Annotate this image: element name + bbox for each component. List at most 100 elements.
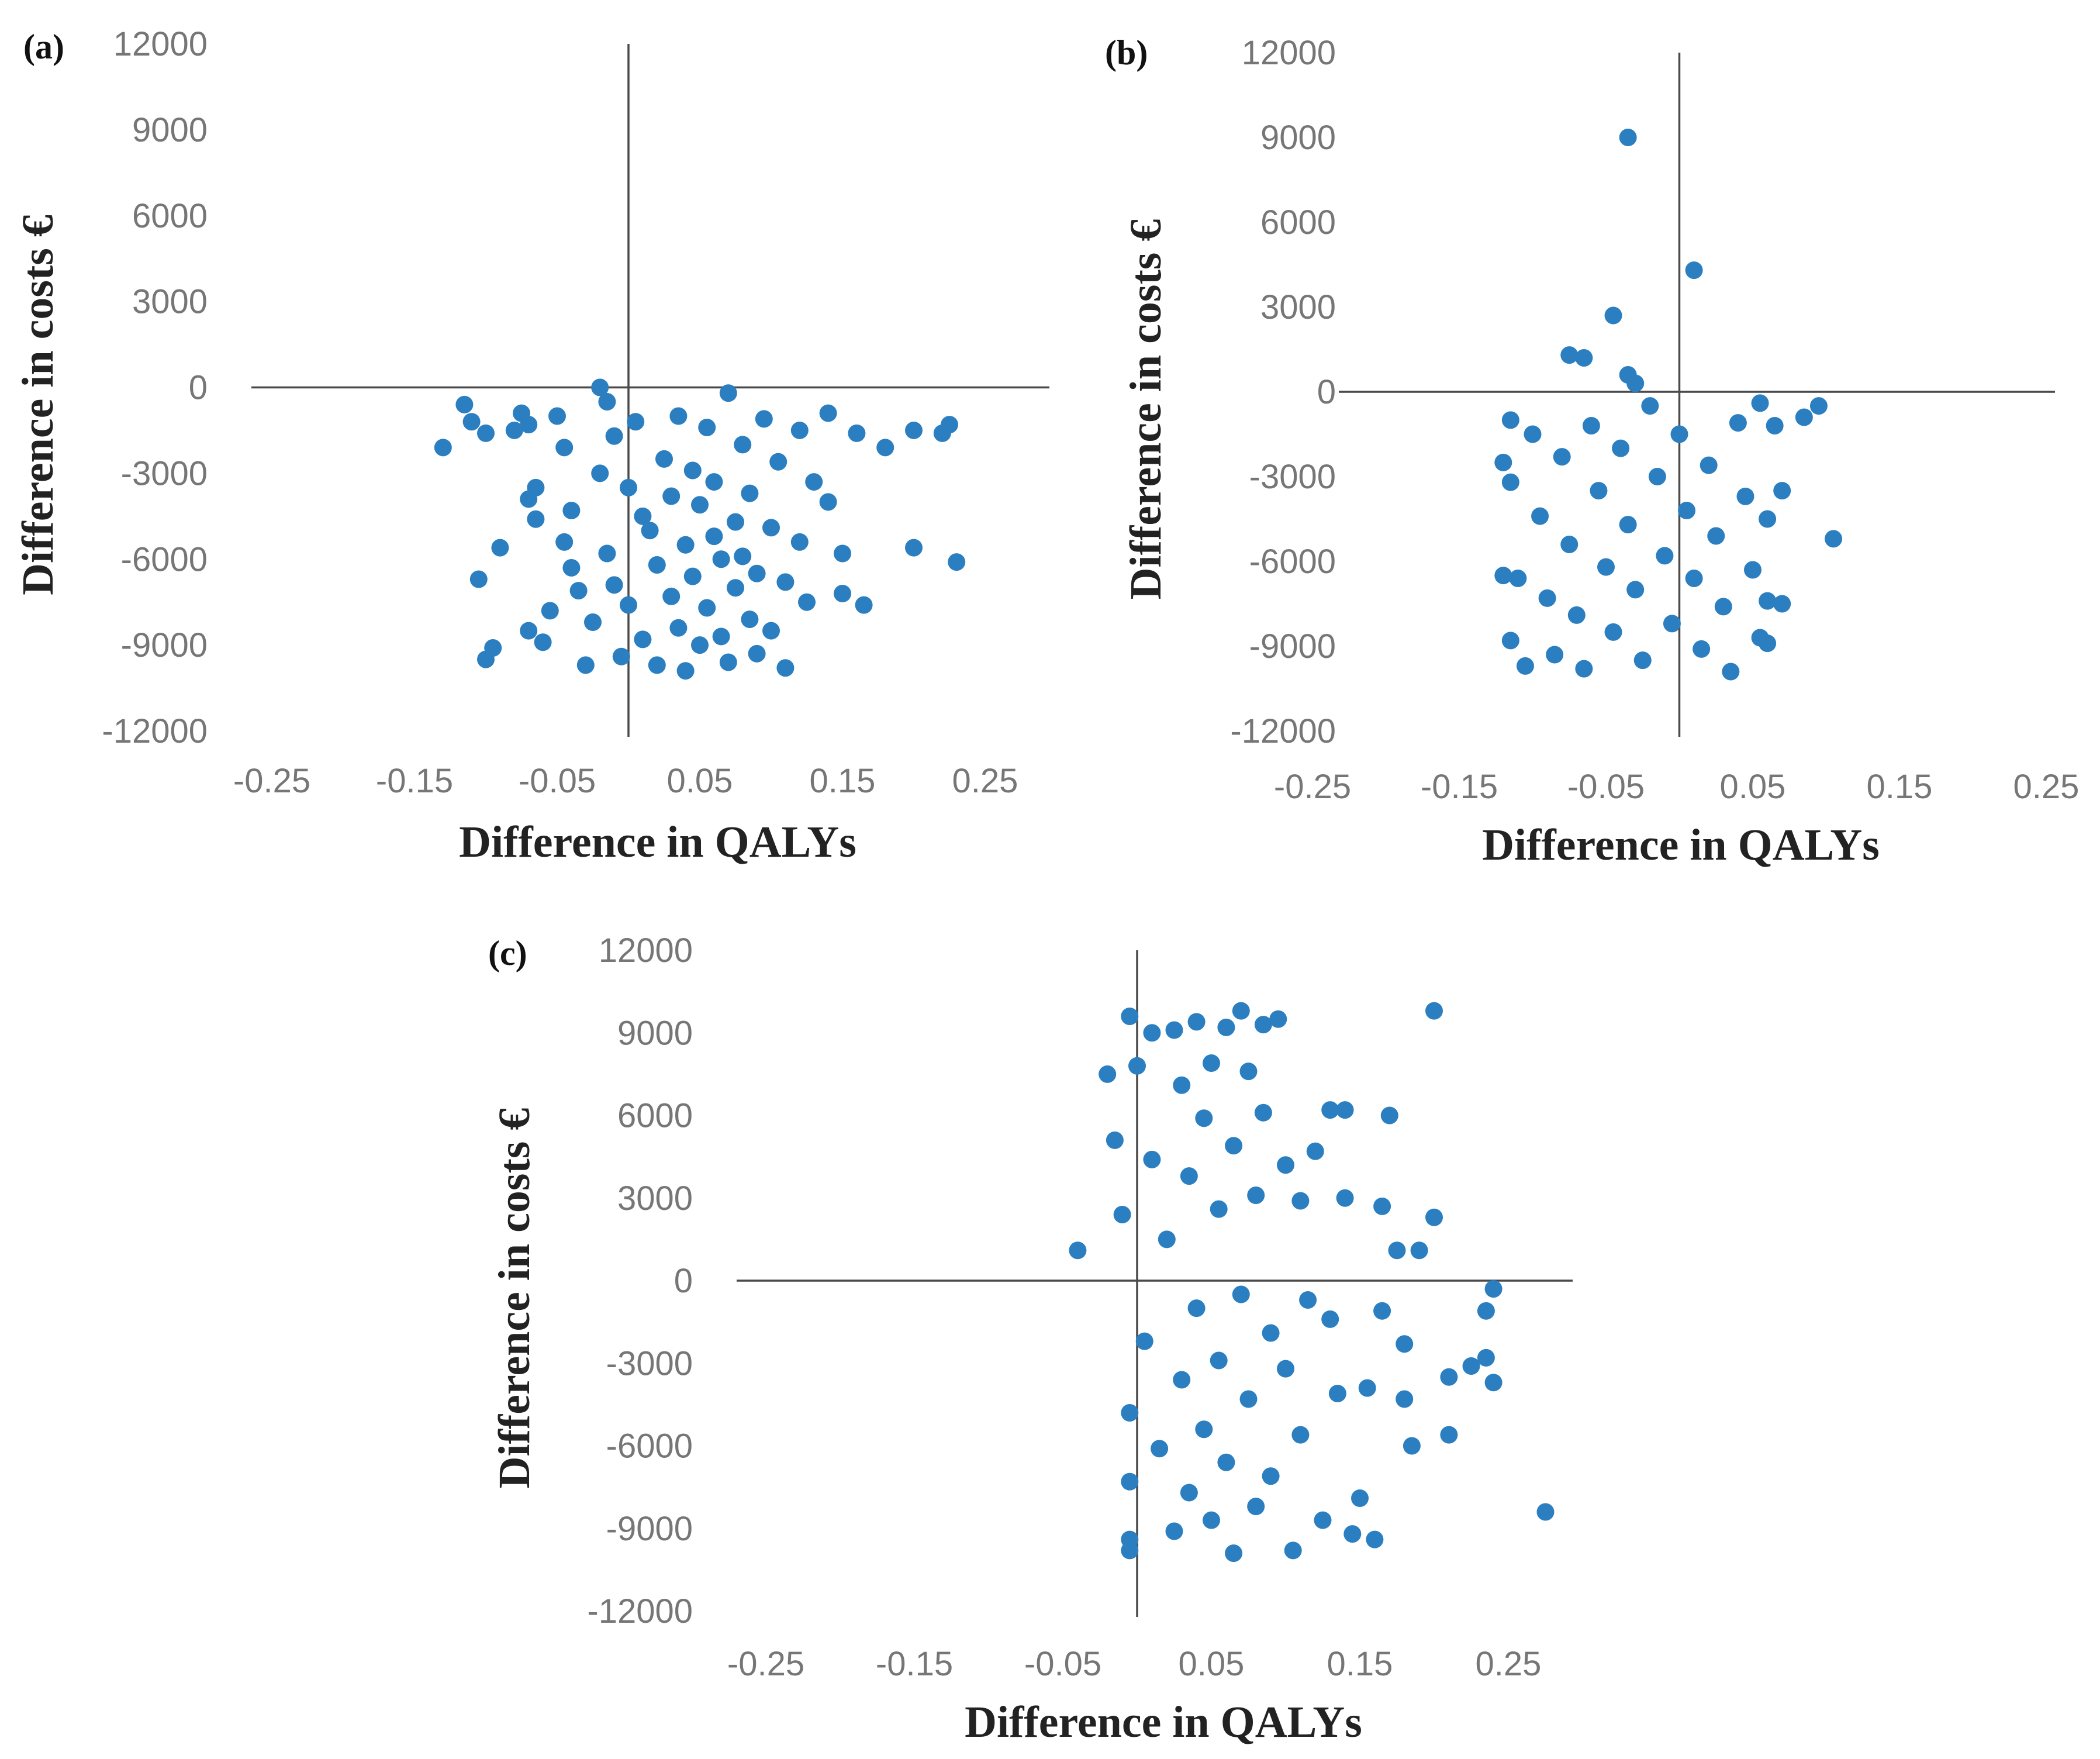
scatter-point xyxy=(1373,1302,1391,1320)
scatter-point xyxy=(1099,1065,1117,1083)
scatter-point xyxy=(669,407,688,425)
x-tick-label: -0.05 xyxy=(1024,1645,1101,1683)
scatter-point xyxy=(1663,615,1681,633)
scatter-point xyxy=(534,633,552,651)
scatter-point xyxy=(1670,425,1688,443)
x-tick-label: -0.05 xyxy=(1567,768,1645,806)
scatter-point xyxy=(1773,595,1791,613)
x-tick-label: -0.25 xyxy=(233,762,310,800)
scatter-point xyxy=(1477,1302,1495,1320)
x-tick-label: 0.25 xyxy=(952,762,1018,800)
y-tick-label: -9000 xyxy=(121,626,208,664)
scatter-point xyxy=(641,522,659,540)
scatter-point xyxy=(1524,425,1542,443)
scatter-point xyxy=(1336,1101,1354,1119)
scatter-point xyxy=(855,596,873,614)
scatter-point xyxy=(1751,394,1769,412)
scatter-point xyxy=(705,473,723,491)
scatter-point xyxy=(1314,1511,1332,1529)
scatter-point xyxy=(1744,561,1761,579)
scatter-point xyxy=(1121,1472,1139,1491)
scatter-point xyxy=(477,424,495,442)
y-tick-label: 12000 xyxy=(113,25,208,63)
scatter-point xyxy=(748,564,766,582)
scatter-point xyxy=(1501,632,1519,650)
y-tick-label: 0 xyxy=(189,369,208,407)
scatter-point xyxy=(462,413,481,431)
scatter-point xyxy=(790,421,809,439)
scatter-point xyxy=(1254,1016,1272,1034)
scatter-point xyxy=(1210,1200,1228,1218)
y-tick-label: 9000 xyxy=(617,1014,693,1052)
scatter-point xyxy=(1277,1156,1294,1174)
x-tick-label: -0.15 xyxy=(1421,768,1498,806)
scatter-point xyxy=(1121,1008,1139,1025)
scatter-point xyxy=(1656,547,1674,565)
scatter-point xyxy=(1685,261,1703,280)
scatter-point xyxy=(1380,1106,1398,1125)
scatter-point xyxy=(1291,1426,1310,1444)
scatter-point xyxy=(1284,1541,1302,1560)
scatter-point xyxy=(1373,1197,1391,1215)
scatter-point xyxy=(1553,448,1571,466)
scatter-point xyxy=(520,416,538,434)
scatter-point xyxy=(1678,502,1696,519)
scatter-point xyxy=(1403,1437,1421,1455)
y-tick-label: 3000 xyxy=(1260,288,1336,326)
x-tick-label: -0.15 xyxy=(376,762,453,800)
x-tick-label: 0.15 xyxy=(1327,1645,1393,1683)
scatter-point xyxy=(683,567,702,585)
scatter-point xyxy=(1536,1503,1555,1521)
scatter-point xyxy=(1773,482,1791,500)
scatter-point xyxy=(1306,1142,1324,1160)
scatter-point xyxy=(627,413,645,431)
x-tick-label: 0.05 xyxy=(667,762,733,800)
scatter-point xyxy=(1203,1054,1220,1072)
y-tick-label: -3000 xyxy=(121,454,208,492)
scatter-point xyxy=(1567,606,1586,624)
x-axis-title: Difference in QALYs xyxy=(1482,820,1880,870)
y-tick-label: -6000 xyxy=(121,540,208,578)
scatter-point xyxy=(1180,1484,1198,1502)
scatter-point xyxy=(620,478,637,496)
scatter-point xyxy=(676,536,695,554)
y-tick-label: 12000 xyxy=(599,932,693,970)
x-tick-label: -0.05 xyxy=(519,762,596,800)
scatter-point xyxy=(1714,598,1732,616)
scatter-point xyxy=(655,450,673,468)
scatter-point xyxy=(605,576,623,594)
scatter-point xyxy=(1254,1103,1272,1122)
scatter-point xyxy=(1396,1390,1414,1408)
scatter-point xyxy=(741,611,759,629)
y-tick-label: -6000 xyxy=(606,1427,693,1465)
scatter-point xyxy=(1546,646,1564,664)
scatter-point xyxy=(1195,1420,1213,1439)
scatter-point xyxy=(1759,634,1777,653)
scatter-point xyxy=(769,453,788,471)
scatter-point xyxy=(1560,536,1579,553)
scatter-point xyxy=(719,384,737,402)
scatter-point xyxy=(734,547,752,565)
scatter-point xyxy=(491,539,509,557)
scatter-point xyxy=(905,421,923,439)
x-axis-title: Difference in QALYs xyxy=(965,1698,1362,1747)
scatter-point xyxy=(1648,468,1666,485)
scatter-point xyxy=(691,496,709,514)
scatter-point xyxy=(748,644,766,663)
scatter-point xyxy=(1795,408,1813,426)
scatter-point xyxy=(819,404,837,422)
scatter-point xyxy=(1239,1390,1258,1408)
scatter-point xyxy=(1604,623,1622,641)
scatter-point xyxy=(1425,1208,1443,1226)
scatter-point xyxy=(1501,473,1519,491)
scatter-point xyxy=(1336,1189,1354,1207)
scatter-point xyxy=(776,573,795,591)
scatter-point xyxy=(1195,1109,1213,1127)
scatter-point xyxy=(755,410,773,428)
scatter-point xyxy=(527,510,545,528)
x-tick-label: 0.15 xyxy=(1867,768,1933,806)
y-tick-label: -12000 xyxy=(102,712,208,750)
x-tick-label: 0.15 xyxy=(810,762,876,800)
scatter-point xyxy=(1217,1018,1235,1036)
panel-c: (c) 12000 9000 6000 3000 0 -3000 -6000 -9000 -120… xyxy=(488,932,1573,1747)
